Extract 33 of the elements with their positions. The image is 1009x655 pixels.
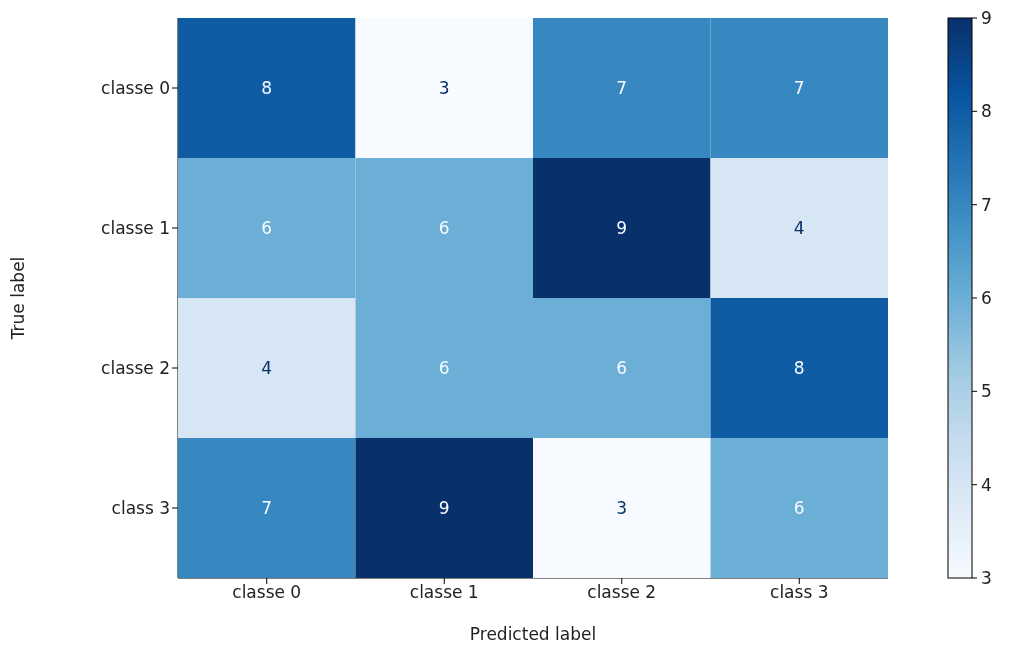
data-label: 7 — [261, 498, 273, 518]
color-bar-label: 9 — [981, 8, 992, 28]
x-tick-label: classe 1 — [409, 582, 479, 603]
y-tick-label: classe 1 — [101, 218, 170, 239]
data-label: 9 — [438, 498, 450, 518]
data-label: 4 — [793, 218, 805, 238]
data-label: 6 — [438, 358, 450, 378]
color-bar-label: 7 — [981, 194, 992, 215]
data-label: 7 — [616, 78, 628, 98]
data-label: 3 — [616, 498, 628, 518]
y-tick-label: class 3 — [111, 498, 170, 519]
color-bar-label: 5 — [981, 381, 992, 402]
y-axis-title: True label — [8, 256, 29, 341]
data-label: 3 — [438, 78, 450, 98]
data-label: 7 — [793, 78, 805, 98]
x-axis-title: Predicted label — [469, 624, 597, 644]
data-label: 6 — [261, 218, 273, 238]
x-tick-label: classe 0 — [232, 582, 302, 603]
y-tick-label: classe 0 — [101, 78, 170, 99]
x-tick-label: class 3 — [770, 582, 829, 603]
data-label: 4 — [261, 358, 273, 378]
data-label: 8 — [793, 358, 805, 378]
data-label: 6 — [616, 358, 628, 378]
data-label: 8 — [261, 78, 273, 98]
color-bar-label: 6 — [981, 288, 992, 308]
data-label: 6 — [438, 218, 450, 238]
data-label: 6 — [793, 498, 805, 518]
x-tick-label: classe 2 — [587, 582, 657, 603]
color-bar-label: 3 — [981, 568, 992, 588]
data-label: 9 — [616, 218, 628, 238]
color-bar-label: 4 — [981, 474, 992, 495]
color-bar-label: 8 — [981, 101, 992, 122]
y-tick-label: classe 2 — [101, 358, 170, 379]
